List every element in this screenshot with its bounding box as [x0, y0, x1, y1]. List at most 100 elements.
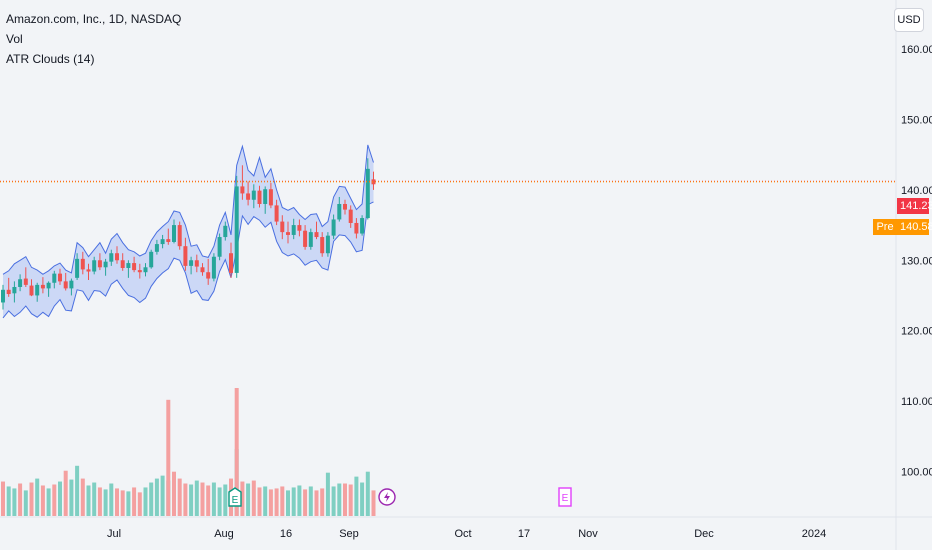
volume-bar [308, 486, 313, 516]
candle-body [58, 273, 62, 282]
candle-body [263, 189, 268, 204]
candle-body [280, 221, 285, 233]
volume-bar [257, 487, 262, 516]
volume-bar [343, 483, 347, 516]
volume-bar [251, 480, 256, 516]
candle-body [325, 235, 330, 254]
candle-body [314, 232, 319, 238]
candle-body [69, 280, 74, 289]
volume-bar [69, 479, 74, 516]
candle-body [92, 260, 97, 272]
earnings-marker-upcoming: E [558, 487, 572, 507]
indicator-legend-label[interactable]: ATR Clouds (14) [6, 52, 95, 66]
volume-bar [29, 482, 34, 516]
volume-bar [6, 486, 11, 516]
volume-bar [348, 484, 353, 516]
candle-body [297, 225, 302, 231]
candle-body [354, 222, 359, 234]
time-tick-label: Oct [454, 528, 471, 540]
volume-bar [274, 488, 279, 516]
volume-bar [160, 475, 165, 516]
volume-bar [177, 478, 182, 516]
candle-body [109, 253, 114, 262]
volume-bar [365, 471, 370, 516]
volume-bar [194, 480, 199, 516]
candle-body [154, 244, 159, 252]
candle-body [291, 225, 296, 235]
candle-body [103, 261, 108, 268]
volume-bar [303, 489, 308, 516]
candle-body [18, 279, 23, 287]
candle-body [126, 263, 131, 268]
volume-bar [97, 487, 102, 516]
candle-body [229, 253, 233, 273]
last-price-tag: 141.23 [897, 198, 932, 214]
atr-lower-line [2, 201, 374, 319]
volume-bar-spike [234, 388, 239, 516]
time-tick-label: Aug [214, 528, 234, 540]
candle-body [371, 179, 376, 185]
volume-bar [360, 482, 365, 516]
candle-body [86, 269, 91, 272]
candle-body [183, 246, 188, 266]
candle-body [75, 258, 80, 278]
time-scale: Jul Aug 16 Sep Oct 17 Nov Dec 2024 [107, 528, 826, 540]
volume-bar [40, 485, 45, 516]
candle-body [172, 225, 176, 242]
candle-body [348, 209, 353, 223]
volume-bar [103, 489, 108, 516]
volume-bar [86, 485, 91, 516]
volume-bar [200, 482, 205, 516]
candle-body [303, 230, 308, 247]
candle-body [12, 286, 17, 294]
candle-body [97, 260, 102, 268]
currency-button[interactable]: USD [894, 8, 924, 32]
chart-legend: Amazon.com, Inc., 1D, NASDAQ Vol ATR Clo… [6, 9, 181, 69]
candle-body [52, 273, 57, 283]
candle-body [23, 278, 28, 285]
candle-body [120, 260, 125, 268]
candle-body [365, 168, 370, 219]
volume-bar [109, 483, 114, 516]
volume-bar [291, 487, 296, 516]
volume-bar [354, 476, 359, 516]
candle-body [6, 289, 11, 295]
atr-upper-line [2, 144, 374, 275]
candle-body [331, 219, 336, 236]
volume-bar [183, 483, 188, 516]
volume-bar-spike [166, 399, 171, 516]
candle-body [286, 232, 290, 235]
candle-body [257, 190, 262, 204]
candle-body [206, 272, 211, 279]
candle-body [200, 267, 205, 273]
candle-body [143, 267, 148, 273]
candle-body [308, 232, 313, 247]
volume-bar [46, 488, 51, 516]
volume-bar [126, 491, 131, 516]
volume-bar [35, 478, 40, 516]
candle-body [360, 218, 365, 234]
candle-body [274, 205, 279, 222]
candle-body [337, 203, 342, 220]
earnings-marker-label: E [562, 493, 569, 504]
candle-body [194, 260, 199, 267]
volume-bar [149, 482, 154, 516]
volume-bar [286, 490, 290, 516]
candle-body [268, 189, 273, 206]
volume-bar [371, 490, 376, 516]
symbol-title[interactable]: Amazon.com, Inc., 1D, NASDAQ [6, 12, 182, 26]
dividend-marker [378, 488, 396, 506]
volume-bar [325, 472, 330, 516]
time-tick-label: Sep [339, 528, 359, 540]
volume-bar [206, 485, 211, 516]
candle-body [189, 260, 194, 266]
volume-bar [223, 484, 228, 516]
candle-body [251, 190, 256, 200]
volume-legend-label[interactable]: Vol [6, 32, 23, 46]
volume-bar [240, 481, 245, 516]
volume-bar [75, 465, 80, 516]
candle-body [46, 282, 51, 289]
atr-cloud-fill [3, 144, 374, 318]
